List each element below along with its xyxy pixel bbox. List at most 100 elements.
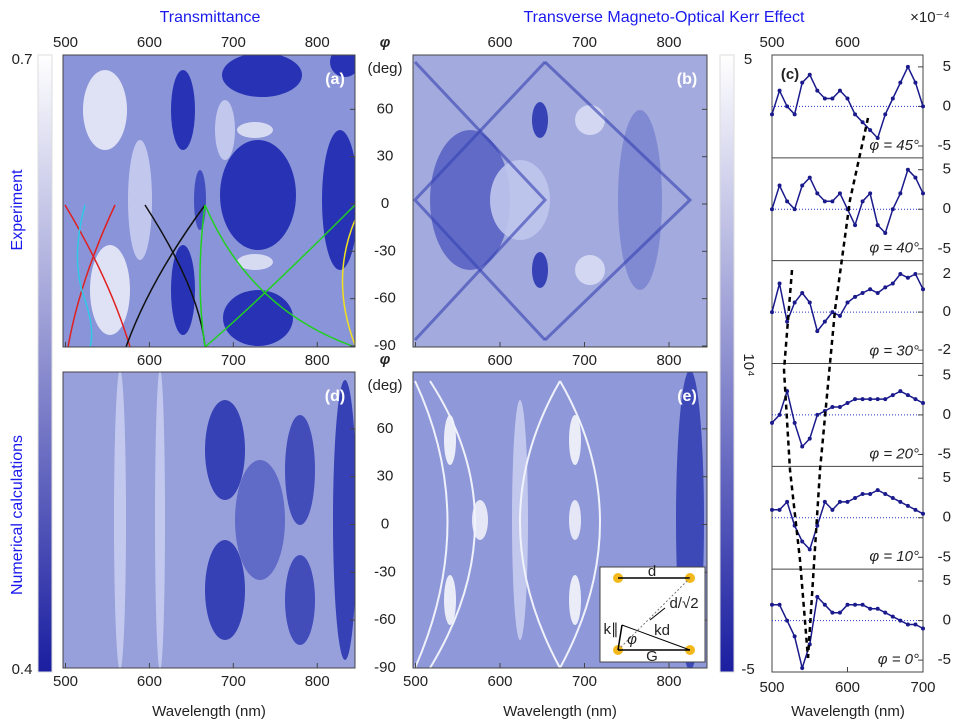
data-point [815,523,820,528]
multiplier: ×10⁻⁴ [910,9,950,26]
data-point [875,606,880,611]
title: Transverse Magneto-Optical Kerr Effect [524,9,806,26]
y-tick-label: -90 [374,659,396,676]
heatmap-feature [490,160,550,240]
data-point [800,539,805,544]
data-point [921,511,925,516]
y-tick-label: 5 [943,366,951,383]
data-point [845,96,850,101]
y-tick-label: -5 [938,137,951,154]
x-tick-label: 500 [759,34,784,51]
data-point [822,199,827,204]
data-point [785,618,790,623]
y-tick-label: 0 [381,195,389,212]
heatmap-feature [569,415,581,465]
colorbar [719,54,735,673]
data-point [853,397,858,402]
guide-dashed [782,269,810,659]
data-point [777,88,782,93]
series-label: φ = 45° [869,137,919,154]
plot-frame [412,371,708,669]
data-point [898,618,903,623]
overlay-curve [199,204,206,347]
data-point [860,291,865,296]
colorbar-label: 10⁴ [740,353,757,376]
x-tick-label: 800 [656,352,681,369]
data-point [770,507,774,512]
data-point [921,401,925,406]
panel-label: (b) [677,71,697,88]
overlay-feature [543,60,693,342]
inset-line [617,577,691,651]
y-axis-unit: (deg) [367,377,402,394]
overlay-curve [204,204,355,347]
overlay-feature [559,380,601,668]
x-tick-label: 600 [137,34,162,51]
data-point [792,207,797,212]
data-point [890,207,895,212]
y-axis-label: φ [380,34,391,51]
panel-label: (e) [677,388,697,405]
data-point [913,80,918,85]
x-tick-label: 700 [572,34,597,51]
overlay-feature [414,380,449,668]
data-point [883,397,888,402]
heatmap [63,372,355,668]
x-tick-label: 600 [488,673,513,690]
guide-dashed [806,117,870,659]
heatmap-feature [618,110,662,290]
data-point [868,492,873,497]
data-point [883,492,888,497]
colorbar-tick-label: 5 [744,51,752,68]
row-label: Numerical calculations [9,435,26,595]
x-tick-label: 700 [910,679,935,696]
overlay-feature [413,60,547,342]
data-point [875,223,880,228]
data-point [868,606,873,611]
overlay-curve [67,204,116,347]
y-tick-label: -5 [938,445,951,462]
x-tick-label: 700 [221,352,246,369]
heatmap-feature [205,540,245,640]
x-tick-label: 800 [305,34,330,51]
data-point [905,167,910,172]
y-tick-label: 60 [377,100,394,117]
y-tick-label: 0 [943,97,951,114]
x-tick-label: 600 [488,352,513,369]
data-point [807,300,812,305]
y-tick-label: 60 [377,420,394,437]
data-point [890,393,895,398]
data-point [792,420,797,425]
data-point [822,499,827,504]
colorbar-tick-label: 0.4 [12,661,33,678]
x-tick-label: 500 [759,679,784,696]
x-tick-label: 700 [572,673,597,690]
y-tick-label: 0 [943,200,951,217]
y-tick-label: -60 [374,611,396,628]
data-point [875,136,880,141]
heatmap-feature [235,460,285,580]
heatmap-feature [171,70,195,150]
panel-label: (c) [781,66,799,83]
x-tick-label: 600 [835,679,860,696]
title: Transmittance [160,9,261,26]
heatmap [63,55,355,347]
heatmap-feature [330,55,355,77]
heatmap-feature [155,372,165,668]
data-point [807,72,812,77]
y-tick-label: 5 [943,572,951,589]
data-point [898,80,903,85]
x-tick-label: 700 [221,34,246,51]
inset-label: d [648,563,656,580]
overlay-curve [64,204,131,347]
data-point [837,405,842,410]
colorbar-tick-label: -5 [741,661,754,678]
heatmap-feature [90,245,130,335]
series-label: φ = 10° [869,548,919,565]
data-point [853,294,858,299]
heatmap-feature [220,140,296,250]
heatmap-feature [285,415,315,525]
plot-frame [412,54,708,348]
data-point [777,602,782,607]
data-point [830,610,835,615]
